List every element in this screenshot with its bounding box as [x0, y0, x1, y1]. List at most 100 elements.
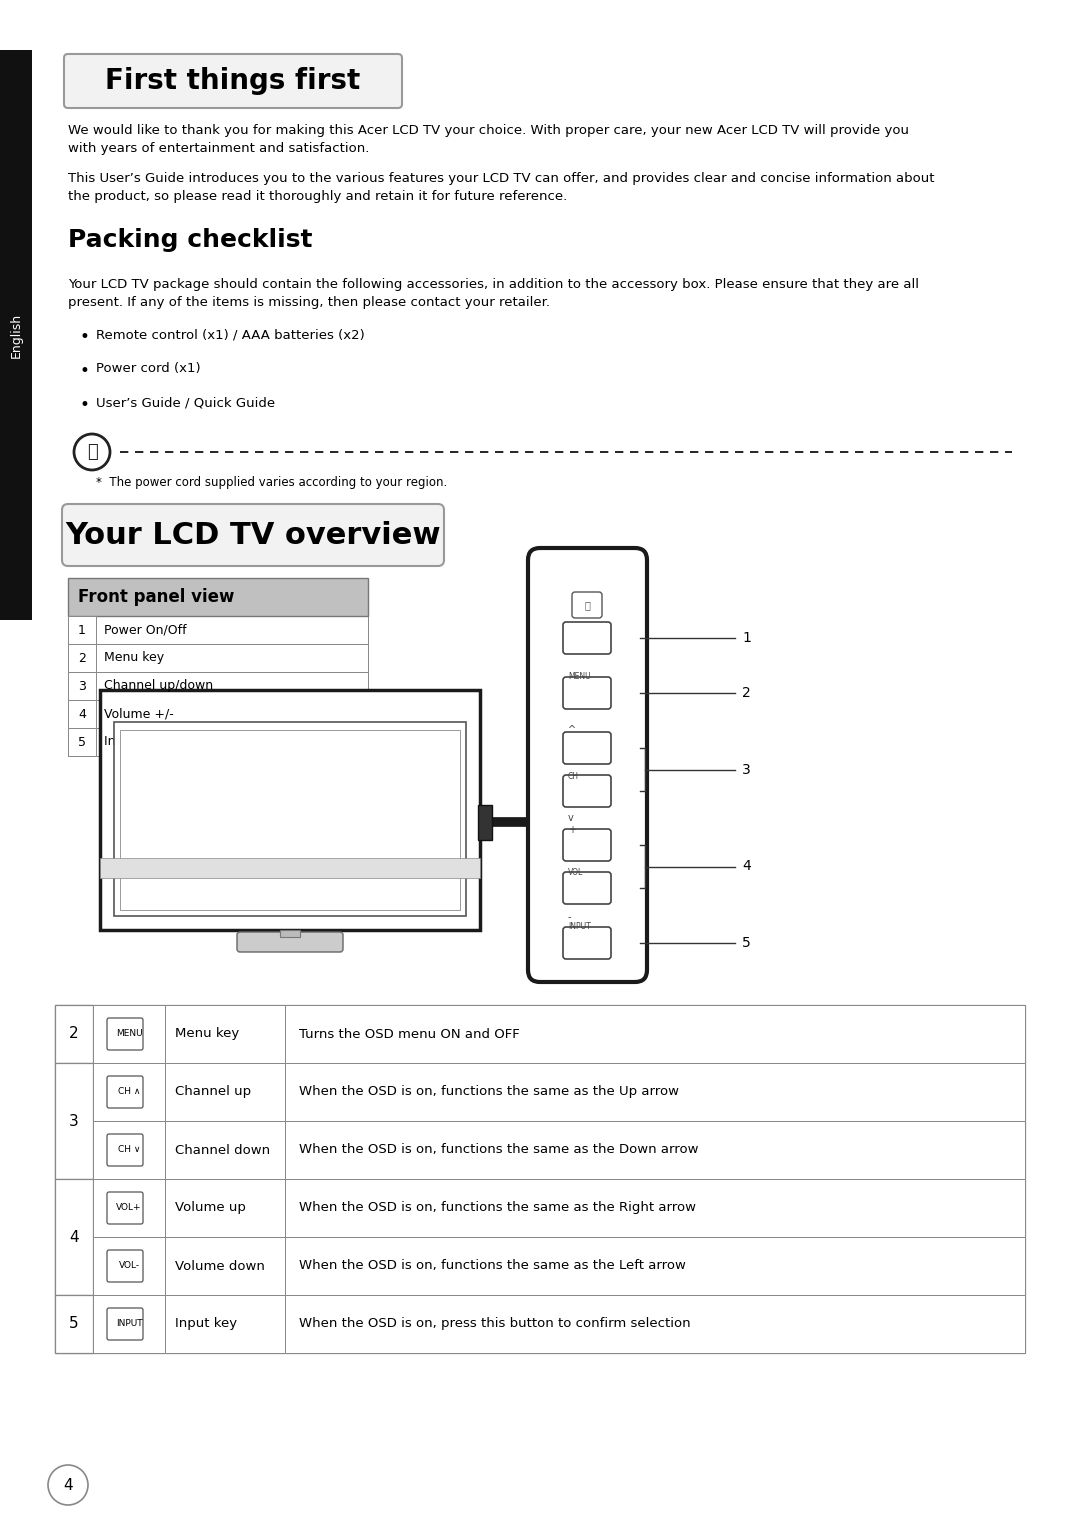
Text: MENU: MENU: [568, 672, 591, 681]
Text: present. If any of the items is missing, then please contact your retailer.: present. If any of the items is missing,…: [68, 296, 550, 308]
Text: When the OSD is on, functions the same as the Left arrow: When the OSD is on, functions the same a…: [299, 1260, 686, 1272]
Bar: [68, 699, 96, 728]
Bar: [285, 1005, 1025, 1063]
Text: 3: 3: [78, 680, 86, 693]
Text: 5: 5: [78, 736, 86, 748]
Text: 5: 5: [742, 936, 751, 950]
Bar: [478, 805, 492, 840]
Text: 2: 2: [78, 652, 86, 664]
FancyBboxPatch shape: [528, 548, 647, 982]
Text: 2: 2: [69, 1026, 79, 1041]
Text: English: English: [10, 313, 23, 357]
Bar: [285, 1179, 1025, 1237]
Bar: [68, 699, 368, 728]
Text: Turns the OSD menu ON and OFF: Turns the OSD menu ON and OFF: [299, 1028, 519, 1040]
Bar: [68, 672, 368, 699]
Text: ^: ^: [568, 725, 576, 734]
Text: 4: 4: [64, 1478, 72, 1492]
Text: User’s Guide / Quick Guide: User’s Guide / Quick Guide: [96, 395, 275, 409]
Text: Menu key: Menu key: [104, 652, 164, 664]
Text: VOL-: VOL-: [119, 1261, 139, 1270]
Text: Front panel view: Front panel view: [78, 588, 234, 606]
Bar: [55, 1063, 1025, 1179]
FancyBboxPatch shape: [563, 829, 611, 861]
Bar: [55, 1295, 1025, 1353]
Text: CH ∨: CH ∨: [118, 1145, 140, 1154]
Text: 3: 3: [742, 762, 751, 777]
Text: Power cord (x1): Power cord (x1): [96, 362, 201, 376]
FancyBboxPatch shape: [62, 504, 444, 567]
FancyBboxPatch shape: [563, 927, 611, 959]
Text: We would like to thank you for making this Acer LCD TV your choice. With proper : We would like to thank you for making th…: [68, 124, 909, 137]
Bar: [285, 1121, 1025, 1179]
Bar: [285, 1063, 1025, 1121]
Bar: [93, 1237, 165, 1295]
Text: This User’s Guide introduces you to the various features your LCD TV can offer, : This User’s Guide introduces you to the …: [68, 173, 934, 185]
Text: Volume down: Volume down: [175, 1260, 265, 1272]
Text: Packing checklist: Packing checklist: [68, 228, 312, 252]
Bar: [55, 1005, 1025, 1063]
Bar: [68, 579, 368, 615]
Text: Input key: Input key: [175, 1318, 238, 1330]
FancyBboxPatch shape: [107, 1077, 143, 1109]
Bar: [55, 1295, 93, 1353]
Text: the product, so please read it thoroughly and retain it for future reference.: the product, so please read it thoroughl…: [68, 189, 567, 203]
Bar: [55, 1005, 93, 1063]
Bar: [100, 858, 480, 878]
Bar: [93, 1121, 165, 1179]
Text: with years of entertainment and satisfaction.: with years of entertainment and satisfac…: [68, 142, 369, 156]
Text: Menu key: Menu key: [175, 1028, 240, 1040]
Text: VOL+: VOL+: [117, 1203, 141, 1212]
Bar: [285, 1237, 1025, 1295]
Bar: [68, 672, 96, 699]
Bar: [68, 728, 96, 756]
Text: v: v: [568, 812, 573, 823]
Bar: [68, 644, 96, 672]
Circle shape: [48, 1464, 87, 1506]
Bar: [55, 1179, 1025, 1295]
Bar: [55, 1063, 93, 1179]
Bar: [93, 1063, 165, 1121]
Text: Volume up: Volume up: [175, 1202, 246, 1214]
FancyBboxPatch shape: [237, 931, 343, 951]
Text: When the OSD is on, press this button to confirm selection: When the OSD is on, press this button to…: [299, 1318, 690, 1330]
Bar: [93, 1179, 165, 1237]
Bar: [280, 930, 300, 938]
Text: •: •: [80, 395, 90, 414]
Bar: [114, 722, 465, 916]
Text: 4: 4: [742, 860, 751, 873]
Bar: [165, 1005, 285, 1063]
Text: CH: CH: [568, 773, 579, 780]
Text: 3: 3: [69, 1113, 79, 1128]
Text: +: +: [568, 825, 576, 835]
FancyBboxPatch shape: [107, 1019, 143, 1051]
Text: INPUT: INPUT: [116, 1319, 143, 1328]
FancyBboxPatch shape: [563, 776, 611, 806]
Text: VOL: VOL: [568, 867, 583, 876]
Text: MENU: MENU: [116, 1029, 143, 1038]
Bar: [165, 1063, 285, 1121]
Bar: [165, 1237, 285, 1295]
Text: When the OSD is on, functions the same as the Up arrow: When the OSD is on, functions the same a…: [299, 1086, 679, 1098]
FancyBboxPatch shape: [563, 872, 611, 904]
FancyBboxPatch shape: [107, 1193, 143, 1225]
Text: Power On/Off: Power On/Off: [104, 623, 187, 637]
Text: 2: 2: [742, 686, 751, 699]
Text: INPUT: INPUT: [568, 922, 591, 931]
Text: Your LCD TV overview: Your LCD TV overview: [65, 521, 441, 550]
Bar: [165, 1179, 285, 1237]
Text: ⏻: ⏻: [584, 600, 590, 609]
FancyBboxPatch shape: [107, 1251, 143, 1283]
Text: Your LCD TV package should contain the following accessories, in addition to the: Your LCD TV package should contain the f…: [68, 278, 919, 292]
Bar: [68, 615, 368, 644]
Text: Channel up/down: Channel up/down: [104, 680, 213, 693]
Text: Volume +/-: Volume +/-: [104, 707, 174, 721]
Bar: [68, 728, 368, 756]
Text: 5: 5: [69, 1316, 79, 1332]
Text: First things first: First things first: [106, 67, 361, 95]
Text: 1: 1: [742, 631, 751, 644]
Text: 4: 4: [78, 707, 86, 721]
FancyBboxPatch shape: [572, 592, 602, 618]
FancyBboxPatch shape: [107, 1135, 143, 1167]
Text: When the OSD is on, functions the same as the Down arrow: When the OSD is on, functions the same a…: [299, 1144, 699, 1156]
